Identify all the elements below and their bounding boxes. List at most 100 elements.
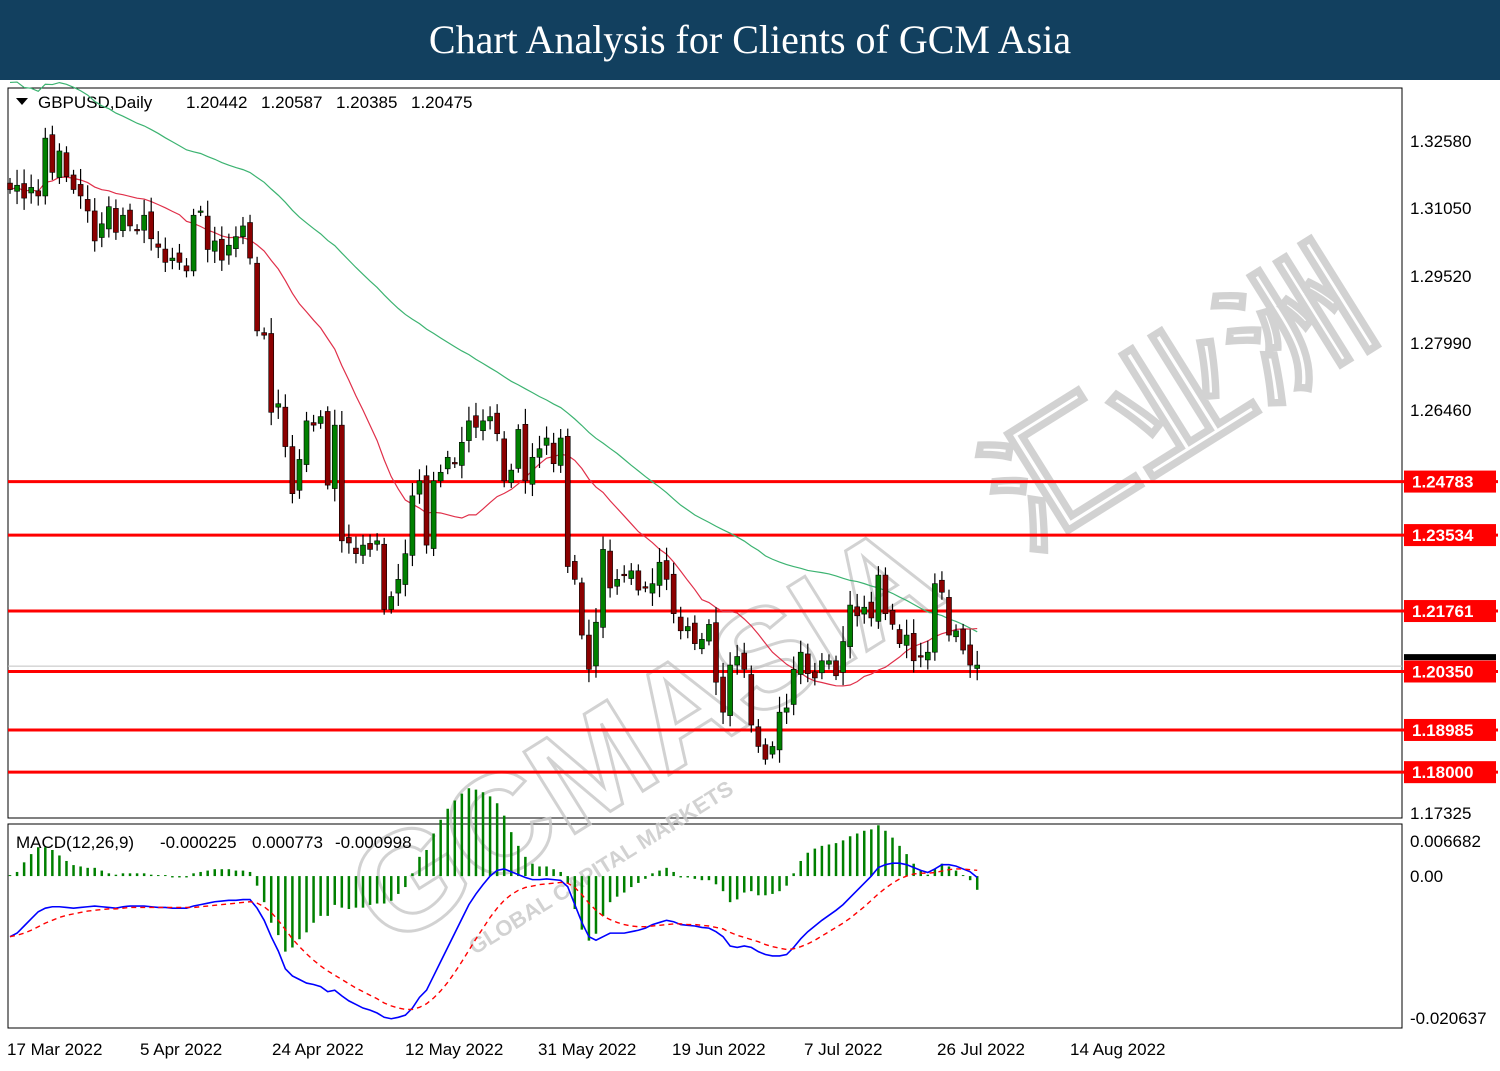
level-label: 1.18000	[1412, 763, 1473, 782]
x-axis: 17 Mar 2022 5 Apr 2022 24 Apr 2022 12 Ma…	[7, 1040, 1165, 1059]
candle-bear	[889, 609, 896, 625]
candle-bull	[649, 583, 656, 594]
x-tick-label: 26 Jul 2022	[937, 1040, 1025, 1059]
x-tick-label: 24 Apr 2022	[272, 1040, 364, 1059]
level-label: 1.18985	[1412, 721, 1473, 740]
candle-bear	[127, 209, 133, 227]
candle-bull	[120, 214, 126, 231]
candle-bull	[480, 420, 486, 432]
candle-bull	[42, 137, 49, 197]
candle-bear	[917, 655, 924, 658]
candle-bear	[310, 422, 317, 426]
candle-bull	[614, 579, 620, 587]
candle-bull	[437, 471, 444, 482]
candle-bull	[409, 495, 416, 556]
candle-bear	[148, 211, 154, 240]
candle-bear	[176, 252, 183, 263]
level-label-box	[1404, 718, 1496, 741]
candle-bear	[910, 633, 917, 662]
candle-bull	[783, 707, 790, 713]
candle-bear	[339, 424, 345, 542]
candle-bear	[564, 435, 571, 567]
candle-bull	[141, 214, 147, 231]
x-tick-label: 12 May 2022	[405, 1040, 503, 1059]
candle-bear	[677, 616, 684, 632]
candle-bear	[35, 190, 42, 197]
candle-bull	[402, 553, 409, 585]
signal-line	[9, 868, 978, 1011]
candle-bear	[70, 174, 77, 190]
candle-bull	[106, 206, 112, 230]
candle-bear	[804, 653, 811, 674]
header-banner: Chart Analysis for Clients of GCM Asia	[0, 0, 1500, 80]
candle-bear	[748, 674, 755, 726]
candle-bull	[296, 459, 303, 491]
candle-bear	[868, 601, 875, 619]
level-label-box	[1404, 524, 1496, 547]
candle-bull	[903, 634, 910, 646]
candle-bull	[275, 403, 282, 408]
level-label: 1.24783	[1412, 473, 1473, 492]
level-label-box	[1404, 761, 1496, 784]
x-tick-label: 31 May 2022	[538, 1040, 636, 1059]
candle-bear	[134, 229, 140, 232]
candle-bull	[769, 746, 776, 755]
candle-bear	[289, 446, 296, 494]
candle-bear	[586, 634, 592, 670]
candle-bull	[543, 437, 550, 446]
y-tick-label: 1.31050	[1410, 199, 1471, 218]
y-tick-label: 1.29520	[1410, 267, 1471, 286]
candle-bull	[706, 624, 712, 642]
candle-bull	[600, 549, 606, 628]
candle-bear	[473, 415, 479, 428]
candle-bull	[430, 480, 437, 549]
candle-bear	[607, 550, 613, 589]
candle-bull	[395, 579, 402, 594]
candle-bull	[861, 606, 868, 615]
candle-bear	[741, 652, 748, 670]
candle-bear	[63, 152, 70, 177]
ma-slow-line	[9, 81, 978, 633]
candle-bear	[346, 537, 352, 544]
candle-bull	[211, 240, 218, 252]
candle-bull	[974, 664, 981, 669]
candle-bull	[515, 429, 522, 469]
candle-bear	[162, 248, 169, 263]
macd-y-tick-label: -0.020637	[1410, 1009, 1487, 1028]
candle-bull	[444, 456, 451, 470]
candle-bull	[317, 416, 324, 424]
candle-bear	[324, 411, 331, 486]
candle-bull	[536, 448, 543, 458]
candle-bear	[21, 183, 27, 199]
candle-bull	[819, 660, 825, 674]
candle-bull	[233, 236, 239, 249]
candle-bull	[875, 574, 882, 622]
candle-bear	[579, 582, 585, 636]
candle-bull	[734, 656, 740, 666]
candle-bear	[939, 579, 945, 593]
candle-bull	[727, 664, 733, 716]
candle-bear	[204, 215, 211, 250]
y-tick-label: 1.26460	[1410, 401, 1471, 420]
collapse-triangle-icon[interactable]	[16, 98, 28, 105]
candle-bull	[197, 210, 204, 213]
candle-bear	[381, 543, 387, 610]
level-label-box	[1404, 600, 1496, 623]
banner-title: Chart Analysis for Clients of GCM Asia	[428, 17, 1072, 62]
candle-bear	[946, 597, 952, 636]
candle-bear	[522, 423, 529, 482]
x-tick-label: 7 Jul 2022	[804, 1040, 882, 1059]
candle-bull	[240, 225, 246, 237]
candle-bear	[762, 744, 769, 760]
macd-y-tick-label: 0.00	[1410, 867, 1443, 886]
candle-bull	[331, 424, 338, 489]
macd-value-main: -0.000225	[160, 833, 237, 852]
candle-bull	[932, 583, 938, 653]
x-tick-label: 14 Aug 2022	[1070, 1040, 1165, 1059]
candle-bull	[840, 641, 846, 673]
candle-bull	[416, 480, 423, 495]
candle-bull	[776, 711, 783, 751]
ohlc-high: 1.20587	[261, 93, 322, 112]
candle-bull	[529, 456, 536, 485]
candle-bear	[663, 560, 670, 580]
